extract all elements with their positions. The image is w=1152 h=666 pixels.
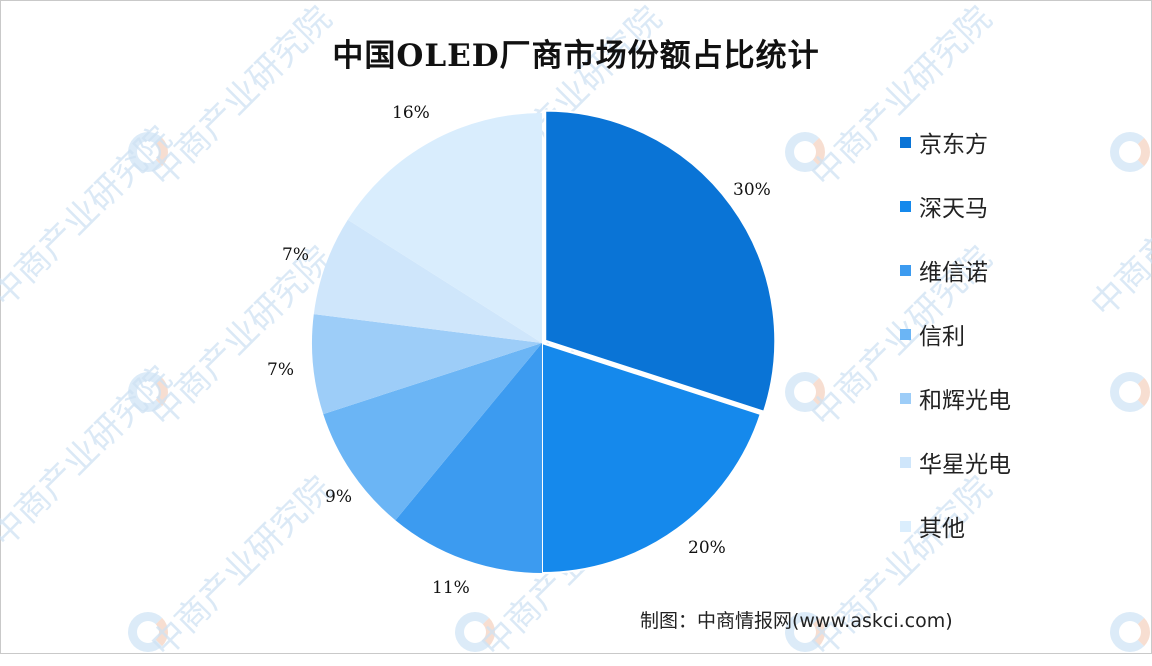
source-note: 制图：中商情报网(www.askci.com) [640, 610, 953, 632]
watermark-logo-icon [785, 132, 825, 172]
legend-swatch [900, 136, 911, 148]
legend-item-huaxing[interactable]: 华星光电 [900, 430, 1011, 494]
chart-legend: 京东方 深天马 维信诺 信利 和辉光电 华星光电 其他 [900, 110, 1011, 558]
pie-slice [541, 341, 763, 575]
legend-swatch [900, 456, 911, 468]
slice-label-shentianma: 20% [688, 538, 726, 558]
watermark-logo-icon [785, 612, 825, 652]
legend-swatch [900, 200, 911, 212]
legend-swatch [900, 392, 911, 404]
legend-swatch [900, 328, 911, 340]
slice-label-weixinnuo: 11% [432, 578, 470, 598]
legend-item-shentianma[interactable]: 深天马 [900, 174, 1011, 238]
slice-label-hehui: 7% [267, 360, 294, 380]
legend-label: 京东方 [919, 132, 988, 158]
watermark-logo-icon [128, 132, 168, 172]
legend-swatch [900, 520, 911, 532]
chart-title: 中国OLED厂商市场份额占比统计 [332, 38, 820, 74]
legend-label: 和辉光电 [919, 388, 1011, 414]
watermark-logo-icon [128, 612, 168, 652]
slice-label-other: 16% [392, 103, 430, 123]
slice-label-huaxing: 7% [282, 245, 309, 265]
watermark-logo-icon [455, 612, 495, 652]
watermark-logo-icon [1110, 132, 1150, 172]
pie-slice [347, 113, 542, 343]
slice-label-xinli: 9% [325, 487, 352, 507]
legend-label: 其他 [919, 516, 965, 542]
slice-label-jingdongfang: 30% [733, 180, 771, 200]
watermark-logo-icon [785, 372, 825, 412]
legend-label: 深天马 [919, 196, 988, 222]
legend-item-other[interactable]: 其他 [900, 494, 1011, 558]
legend-item-xinli[interactable]: 信利 [900, 302, 1011, 366]
legend-label: 信利 [919, 324, 965, 350]
pie-slice [323, 343, 542, 521]
pie-slice [313, 219, 542, 343]
watermark-logo-icon [128, 372, 168, 412]
pie-slice [395, 343, 542, 573]
legend-item-hehui[interactable]: 和辉光电 [900, 366, 1011, 430]
legend-label: 维信诺 [919, 260, 988, 286]
legend-label: 华星光电 [919, 452, 1011, 478]
legend-swatch [900, 264, 911, 276]
legend-item-weixinnuo[interactable]: 维信诺 [900, 238, 1011, 302]
pie-slice [544, 109, 777, 413]
legend-item-jingdongfang[interactable]: 京东方 [900, 110, 1011, 174]
pie-slice [311, 314, 542, 415]
watermark-logo-icon [1110, 612, 1150, 652]
watermark-logo-icon [1110, 372, 1150, 412]
